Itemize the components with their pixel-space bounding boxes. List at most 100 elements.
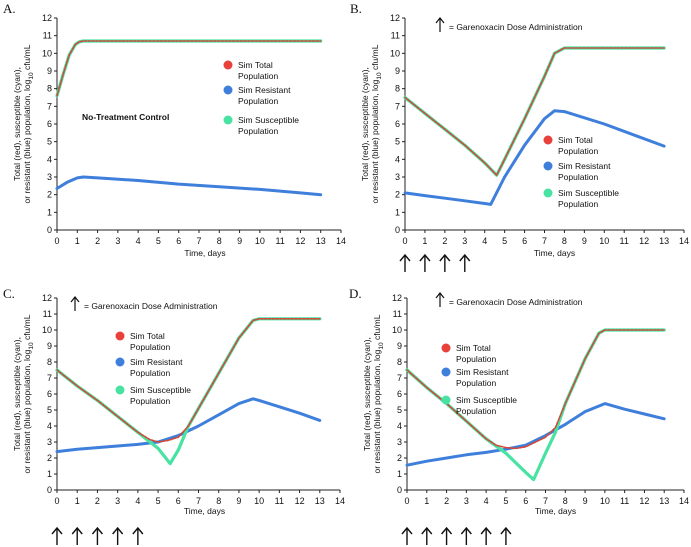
y-tick-label: 9 bbox=[395, 66, 400, 76]
x-tick-label: 6 bbox=[523, 496, 528, 506]
x-tick-label: 3 bbox=[115, 496, 120, 506]
legend-label: Sim Susceptible bbox=[558, 188, 619, 198]
x-tick-label: 2 bbox=[95, 236, 100, 246]
y-tick-label: 4 bbox=[397, 421, 402, 431]
legend-marker bbox=[223, 60, 233, 70]
series-resistant-line bbox=[55, 175, 323, 197]
y-tick-label: 10 bbox=[42, 325, 52, 335]
dose-arrow-head bbox=[132, 526, 144, 535]
y-tick-label: 1 bbox=[47, 207, 52, 217]
x-tick-label: 14 bbox=[335, 496, 345, 506]
dose-arrow-head bbox=[399, 253, 411, 262]
x-tick-label: 1 bbox=[422, 236, 427, 246]
dose-arrow bbox=[421, 526, 433, 545]
y-axis-label: or resistant (blue) population, log10 cf… bbox=[22, 314, 35, 473]
dose-key-arrowhead bbox=[435, 292, 445, 299]
legend-label: Sim Resistant bbox=[130, 357, 183, 367]
x-tick-label: 0 bbox=[402, 236, 407, 246]
x-tick-label: 2 bbox=[95, 496, 100, 506]
dose-key-arrowhead bbox=[435, 17, 445, 24]
series-resistant-line bbox=[403, 109, 666, 206]
x-tick-label: 8 bbox=[217, 236, 222, 246]
dose-arrow-head bbox=[500, 526, 512, 535]
x-tick-label: 11 bbox=[275, 236, 284, 246]
x-tick-label: 1 bbox=[75, 496, 80, 506]
legend-marker bbox=[543, 161, 553, 171]
x-tick-label: 0 bbox=[54, 236, 59, 246]
y-tick-label: 1 bbox=[395, 207, 400, 217]
y-tick-label: 0 bbox=[397, 485, 402, 495]
dose-arrow bbox=[399, 253, 411, 272]
y-tick-label: 0 bbox=[47, 225, 52, 235]
x-tick-label: 6 bbox=[522, 236, 527, 246]
x-tick-label: 13 bbox=[315, 496, 325, 506]
y-tick-label: 4 bbox=[47, 421, 52, 431]
x-tick-label: 3 bbox=[462, 236, 467, 246]
legend-label: Sim Susceptible bbox=[456, 395, 517, 405]
y-tick-label: 5 bbox=[47, 137, 52, 147]
y-tick-label: 2 bbox=[47, 190, 52, 200]
x-tick-label: 10 bbox=[599, 236, 609, 246]
y-axis-label: Total (red), susceptible (cyan), bbox=[12, 337, 22, 451]
y-tick-label: 8 bbox=[47, 84, 52, 94]
x-tick-label: 4 bbox=[136, 236, 141, 246]
legend-marker bbox=[115, 357, 125, 367]
y-tick-label: 2 bbox=[47, 453, 52, 463]
x-tick-label: 14 bbox=[336, 236, 346, 246]
series-resistant-line bbox=[55, 397, 322, 454]
legend-label: Population bbox=[558, 199, 598, 209]
dose-note: = Garenoxacin Dose Administration bbox=[449, 297, 583, 307]
y-tick-label: 5 bbox=[397, 405, 402, 415]
y-tick-label: 0 bbox=[47, 485, 52, 495]
y-tick-label: 9 bbox=[47, 66, 52, 76]
x-axis-label: Time, days bbox=[184, 248, 225, 258]
y-tick-label: 1 bbox=[47, 469, 52, 479]
legend-label: Population bbox=[130, 396, 170, 406]
y-tick-label: 6 bbox=[47, 389, 52, 399]
dose-arrow bbox=[71, 526, 83, 545]
y-axis-label: or resistant (blue) population, log10 cf… bbox=[370, 44, 383, 203]
x-tick-label: 14 bbox=[679, 496, 689, 506]
dose-arrow bbox=[459, 253, 471, 272]
x-tick-label: 10 bbox=[254, 496, 264, 506]
y-tick-label: 3 bbox=[47, 172, 52, 182]
legend-label: Population bbox=[130, 368, 170, 378]
y-tick-label: 12 bbox=[42, 293, 52, 303]
y-tick-label: 12 bbox=[392, 293, 402, 303]
series-total-line bbox=[56, 40, 322, 97]
y-tick-label: 5 bbox=[47, 405, 52, 415]
y-tick-label: 5 bbox=[395, 137, 400, 147]
legend-label: Sim Resistant bbox=[456, 367, 509, 377]
legend-label: Sim Resistant bbox=[558, 161, 611, 171]
dose-arrow-head bbox=[401, 526, 413, 535]
x-tick-label: 5 bbox=[156, 496, 161, 506]
x-tick-label: 13 bbox=[316, 236, 326, 246]
dose-arrow-head bbox=[71, 526, 83, 535]
annotation: No-Treatment Control bbox=[82, 112, 169, 122]
dose-arrow-head bbox=[91, 526, 103, 535]
dose-arrow-head bbox=[112, 526, 124, 535]
x-tick-label: 8 bbox=[216, 496, 221, 506]
x-axis-label: Time, days bbox=[534, 248, 575, 258]
x-tick-label: 2 bbox=[442, 236, 447, 246]
x-tick-label: 0 bbox=[404, 496, 409, 506]
x-tick-label: 0 bbox=[54, 496, 59, 506]
dose-arrow-head bbox=[441, 526, 453, 535]
y-tick-label: 8 bbox=[395, 84, 400, 94]
x-tick-label: 4 bbox=[484, 496, 489, 506]
y-tick-label: 1 bbox=[397, 469, 402, 479]
x-axis-label: Time, days bbox=[184, 506, 225, 516]
panel-label: D. bbox=[349, 286, 362, 301]
y-tick-label: 4 bbox=[395, 154, 400, 164]
y-tick-label: 10 bbox=[390, 48, 400, 58]
x-tick-label: 11 bbox=[275, 496, 284, 506]
dose-arrow-head bbox=[419, 253, 431, 262]
y-tick-label: 6 bbox=[47, 119, 52, 129]
dose-arrow bbox=[480, 526, 492, 545]
x-tick-label: 4 bbox=[135, 496, 140, 506]
legend-label: Population bbox=[130, 342, 170, 352]
y-axis-label: Total (red), susceptible (cyan), bbox=[360, 67, 370, 181]
